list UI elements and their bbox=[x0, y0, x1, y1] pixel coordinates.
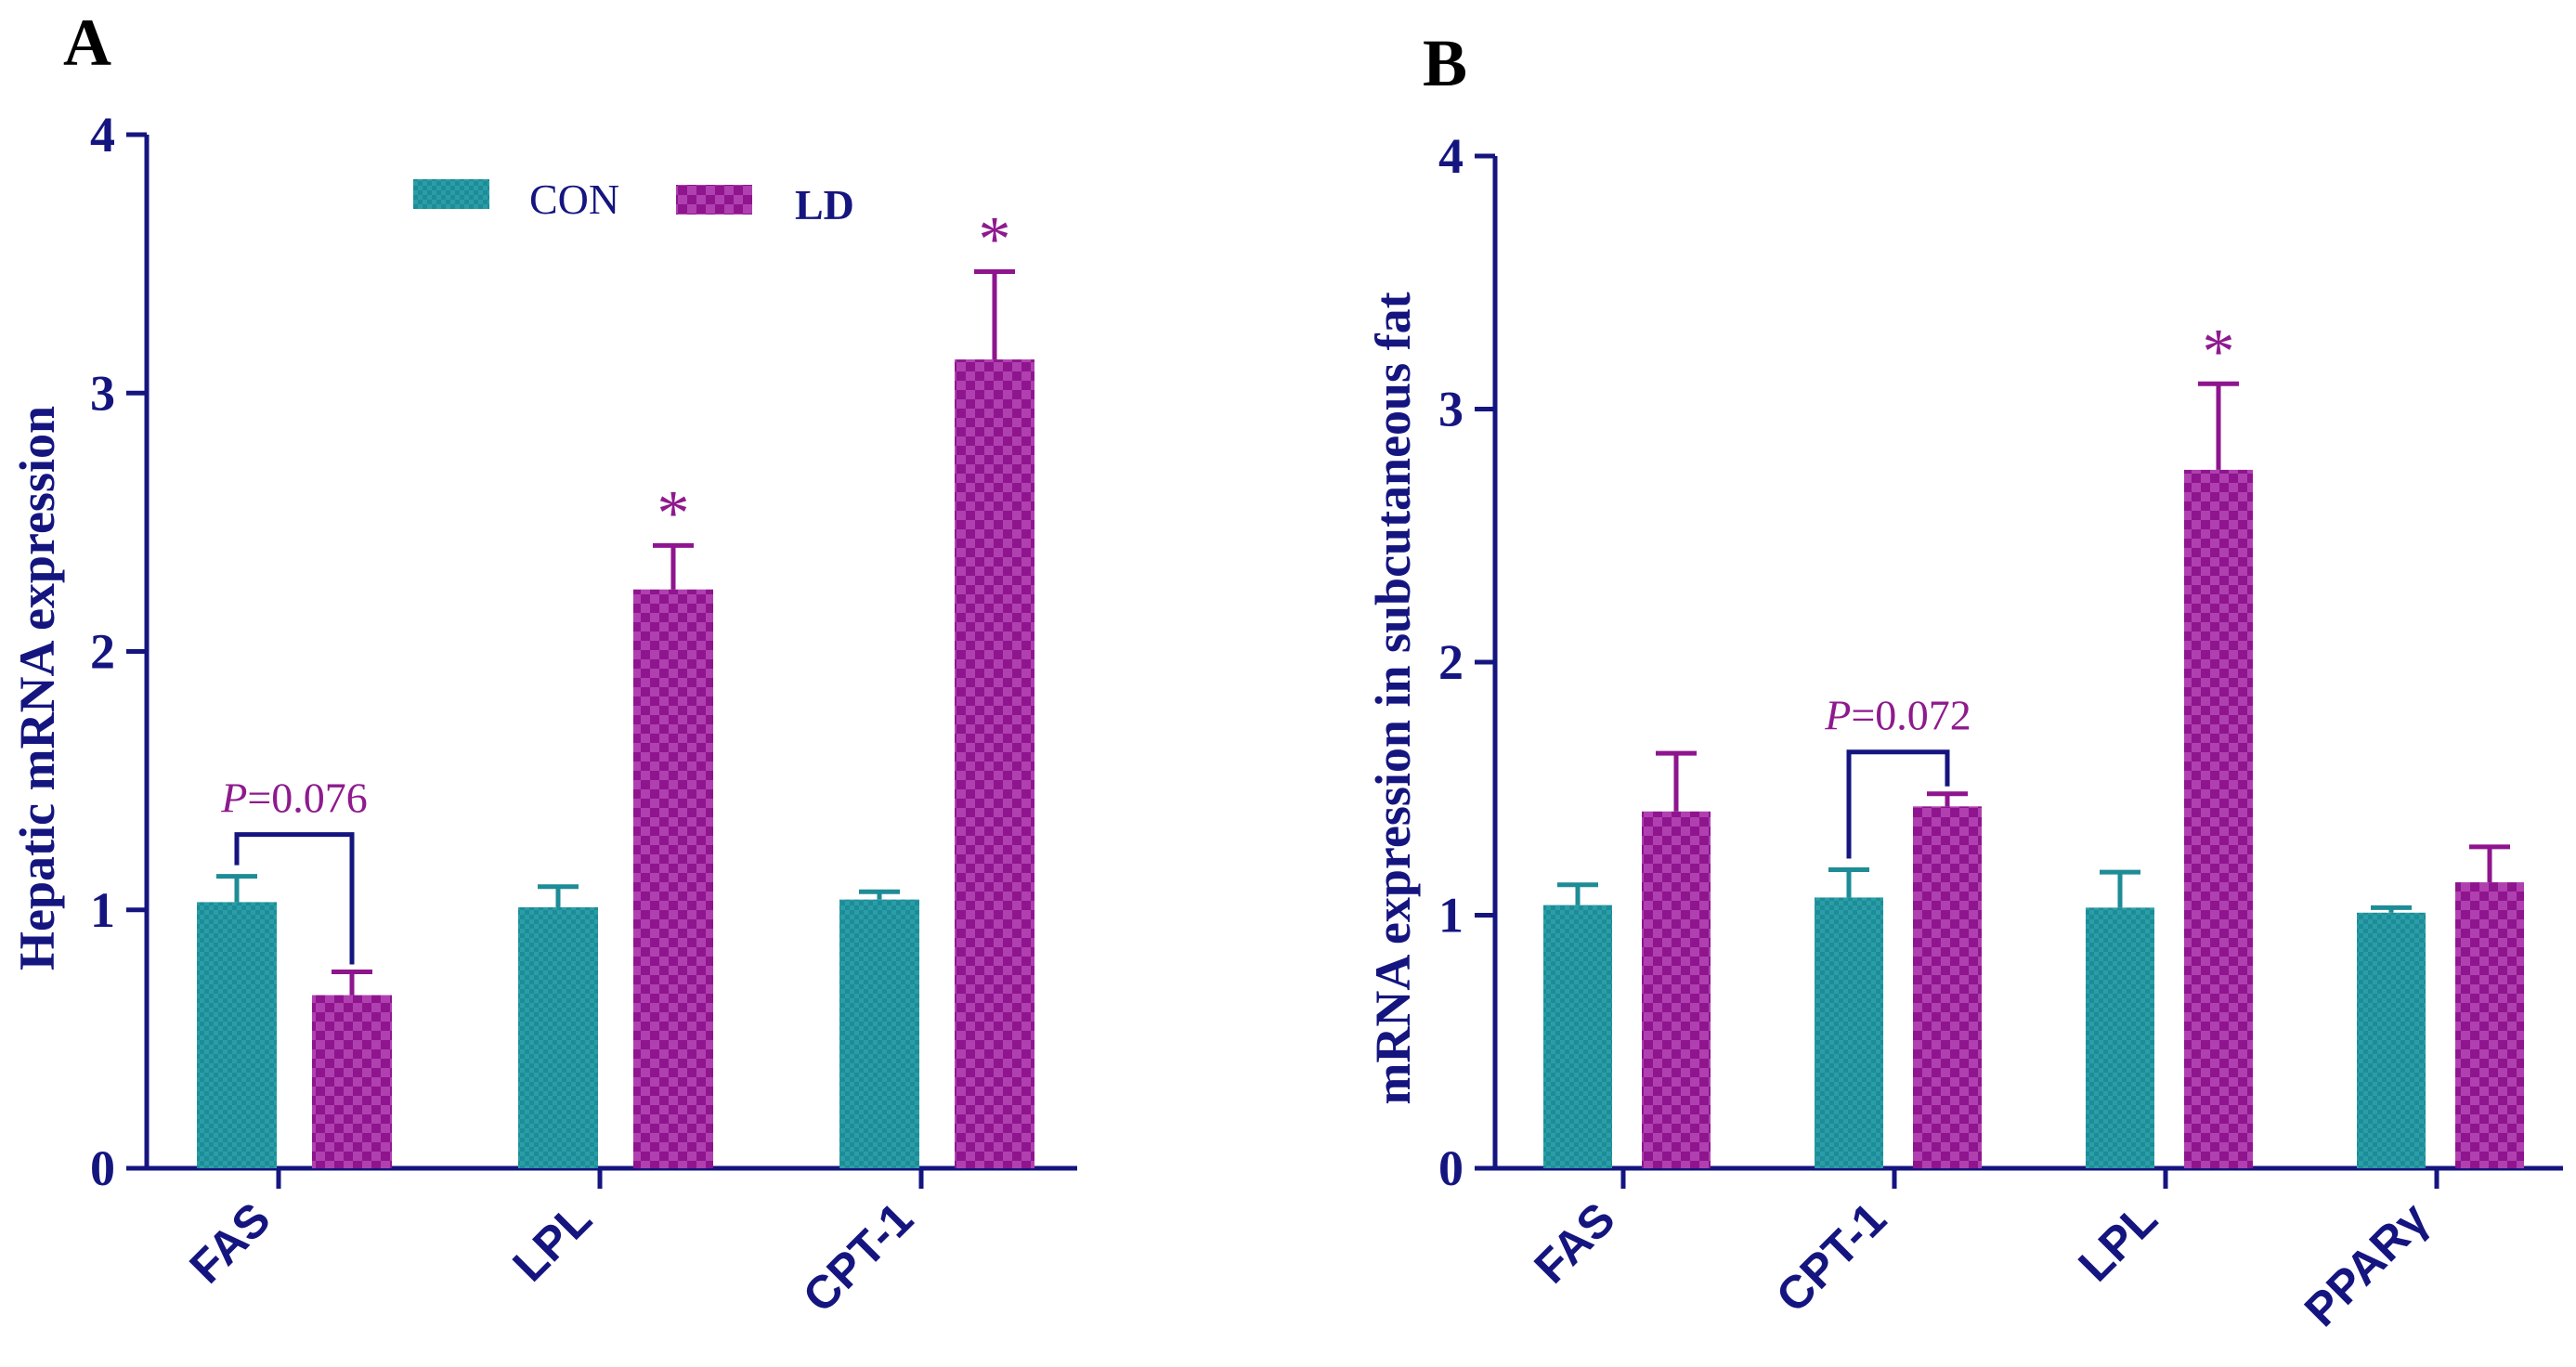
panel-a-bar-con bbox=[518, 906, 598, 1168]
panel-b-bar-ld bbox=[1642, 811, 1711, 1168]
panel-a-significance-marker: * bbox=[979, 203, 1011, 275]
panel-a-bar-ld bbox=[312, 995, 392, 1168]
panel-a-bar-con bbox=[197, 902, 277, 1168]
panel-b-x-tick-label: PPARγ bbox=[2295, 1192, 2439, 1336]
panel-letter-b: B bbox=[1423, 26, 1467, 100]
legend-swatch-con bbox=[413, 179, 489, 209]
panel-a-bar-con bbox=[839, 899, 919, 1168]
panel-b-pvalue-label: P=0.072 bbox=[1824, 692, 1971, 739]
panel-b-pvalue-bracket bbox=[1846, 749, 1950, 859]
panel-a-x-tick-label: CPT-1 bbox=[793, 1192, 923, 1322]
panel-a-x-tick-label: FAS bbox=[179, 1192, 280, 1293]
panel-a-y-tick-label: 4 bbox=[90, 107, 115, 163]
panel-letter-a: A bbox=[63, 6, 111, 80]
panel-b-x-tick-label: LPL bbox=[2068, 1192, 2166, 1291]
legend-label-con: CON bbox=[529, 176, 619, 223]
panel-a-y-tick-label: 0 bbox=[90, 1140, 115, 1196]
panel-b-x-tick-label: CPT-1 bbox=[1766, 1192, 1896, 1322]
panel-a-y-tick-label: 2 bbox=[90, 624, 115, 680]
legend-label-ld: LD bbox=[795, 181, 854, 228]
panel-b-bar-con bbox=[2086, 907, 2154, 1168]
panel-b-bar-ld bbox=[1913, 806, 1982, 1168]
panel-a-bar-ld bbox=[955, 359, 1034, 1168]
panel-b-chart: mRNA expression in subcutaneous fat 0 1 2 3… bbox=[1365, 128, 2563, 1336]
panel-b-bar-ld bbox=[2455, 882, 2524, 1168]
panel-a-x-tick-label: LPL bbox=[502, 1192, 601, 1291]
panel-a-bar-ld bbox=[633, 589, 713, 1168]
legend: CON LD bbox=[413, 176, 854, 228]
panel-b-y-tick-label: 1 bbox=[1438, 888, 1464, 944]
panel-b-y-tick-label: 2 bbox=[1438, 634, 1464, 690]
panel-a-chart: Hepatic mRNA expression 0 1 2 3 4 FAS LPL CPT-… bbox=[9, 107, 1077, 1322]
panel-b-bar-con bbox=[1815, 897, 1883, 1168]
panel-a-y-tick-label: 3 bbox=[90, 365, 115, 421]
panel-b-y-axis-label: mRNA expression in subcutaneous fat bbox=[1365, 292, 1421, 1104]
panel-a-pvalue-label: P=0.076 bbox=[220, 775, 368, 822]
legend-swatch-ld bbox=[676, 185, 752, 215]
panel-a-y-tick-label: 1 bbox=[90, 882, 115, 938]
panel-a-y-axis-label: Hepatic mRNA expression bbox=[9, 406, 65, 970]
panel-b-bar-con bbox=[1543, 905, 1612, 1168]
panel-b-y-tick-label: 4 bbox=[1438, 128, 1464, 184]
panel-b-y-tick-label: 0 bbox=[1438, 1140, 1464, 1196]
panel-b-x-tick-label: FAS bbox=[1524, 1192, 1624, 1293]
panel-b-bar-ld bbox=[2184, 469, 2253, 1168]
panel-a-pvalue-bracket bbox=[234, 832, 355, 965]
panel-b-bar-con bbox=[2357, 912, 2426, 1168]
panel-b-y-tick-label: 3 bbox=[1438, 382, 1464, 437]
panel-a-significance-marker: * bbox=[657, 477, 690, 549]
panel-b-significance-marker: * bbox=[2203, 316, 2235, 387]
